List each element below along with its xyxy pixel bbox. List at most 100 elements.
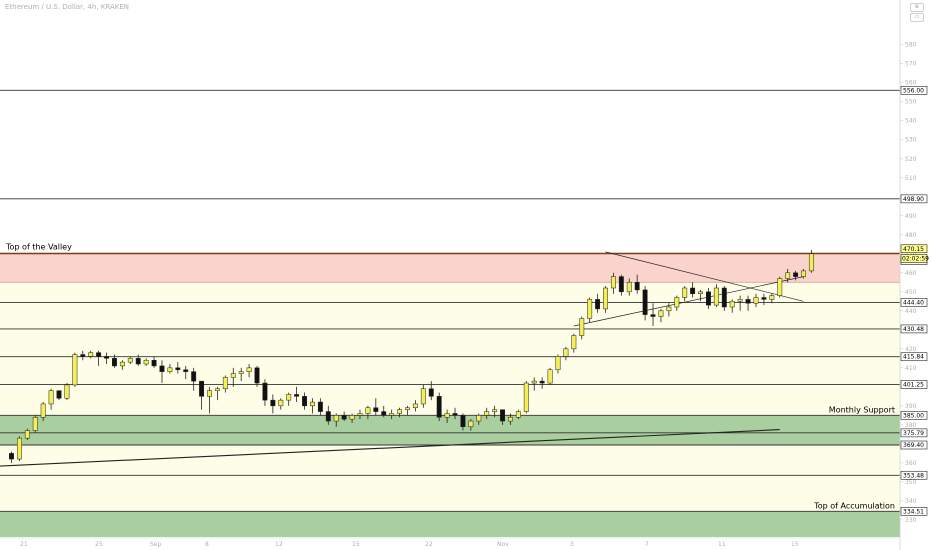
candle-body-80 xyxy=(642,289,648,315)
candle-body-33 xyxy=(270,399,276,407)
candle-body-83 xyxy=(666,306,672,312)
candle-body-58 xyxy=(468,420,474,428)
axis-scale-icon[interactable]: ▭ xyxy=(910,13,924,22)
candle-body-95 xyxy=(761,297,767,300)
y-tick-label-22: 360 xyxy=(905,460,917,467)
time-axis[interactable]: 21 25 Sep 8 12 15 22 Nov 3 7 11 15 xyxy=(0,537,900,548)
x-tick-label-2: Sep xyxy=(150,541,162,548)
candle-body-23 xyxy=(191,371,197,382)
candle-body-75 xyxy=(603,287,608,310)
countdown-tag-box xyxy=(900,254,928,263)
candle-body-20 xyxy=(167,367,173,372)
candle-body-40 xyxy=(325,411,331,422)
candle-body-71 xyxy=(571,335,577,350)
x-tick-label-7: Nov xyxy=(497,541,509,548)
y-tick-label-10: 480 xyxy=(905,232,917,239)
candle-body-10 xyxy=(88,352,94,357)
candle-body-41 xyxy=(333,415,339,422)
price-axis[interactable]: 5805705605505405305205105004904804704604… xyxy=(899,0,932,550)
candle-body-34 xyxy=(278,399,284,407)
y-tick-label-0: 580 xyxy=(905,42,917,49)
price-tag-12-box xyxy=(900,507,928,516)
candle-body-5 xyxy=(48,390,54,405)
candle-body-12 xyxy=(104,356,109,359)
candle-body-63 xyxy=(508,417,513,422)
candle-body-98 xyxy=(785,272,791,279)
zones-layer xyxy=(0,253,900,537)
candle-body-32 xyxy=(262,382,268,401)
price-tag-11-box xyxy=(900,470,928,480)
candle-body-17 xyxy=(143,359,149,365)
candle-body-87 xyxy=(698,291,703,294)
price-tag-7: 401.25 xyxy=(903,381,924,388)
price-tag-6-box xyxy=(900,352,928,362)
candle-body-76 xyxy=(610,276,616,289)
price-tag-12: 334.51 xyxy=(903,508,924,515)
symbol-title: Ethereum / U.S. Dollar, 4h, KRAKEN xyxy=(5,3,129,11)
price-tag-5-box xyxy=(900,324,928,334)
y-tick-label-16: 420 xyxy=(905,346,917,353)
candles-layer xyxy=(9,249,814,463)
candle-body-9 xyxy=(80,354,86,357)
y-tick-label-13: 450 xyxy=(905,289,917,296)
candle-body-88 xyxy=(706,291,711,306)
zone-2 xyxy=(0,415,900,446)
price-tag-10: 369.40 xyxy=(903,442,924,449)
candle-body-46 xyxy=(373,407,379,412)
axis-settings-icon[interactable]: ⚙ xyxy=(910,3,924,12)
x-tick-label-1: 25 xyxy=(95,541,103,548)
candle-body-53 xyxy=(428,388,434,397)
y-tick-label-4: 540 xyxy=(905,118,917,125)
candle-body-101 xyxy=(808,253,814,272)
y-tick-label-23: 350 xyxy=(905,479,917,486)
y-tick-label-24: 340 xyxy=(905,498,917,505)
candle-body-70 xyxy=(563,348,569,357)
candle-body-54 xyxy=(436,396,442,418)
price-tag-0: 556.00 xyxy=(903,87,924,94)
candle-body-65 xyxy=(523,382,529,412)
candle-body-42 xyxy=(341,415,347,420)
candle-body-60 xyxy=(484,411,490,416)
candle-body-6 xyxy=(56,390,62,399)
zone-label-top-valley: Top of the Valley xyxy=(5,243,72,252)
y-tick-label-3: 550 xyxy=(905,99,917,106)
trendline-descending xyxy=(605,251,804,302)
candle-body-16 xyxy=(135,358,141,365)
price-tag-1: 498.90 xyxy=(903,196,924,203)
y-tick-label-9: 490 xyxy=(905,213,917,220)
candle-body-78 xyxy=(626,282,632,293)
candle-body-74 xyxy=(595,299,601,310)
candle-body-55 xyxy=(444,413,450,418)
candle-body-86 xyxy=(690,287,696,294)
candle-body-30 xyxy=(246,367,252,372)
y-tick-label-5: 530 xyxy=(905,137,917,144)
candle-body-36 xyxy=(294,394,300,397)
candle-body-85 xyxy=(682,287,688,298)
x-tick-label-5: 15 xyxy=(352,541,360,548)
candle-body-4 xyxy=(40,403,46,418)
y-tick-label-12: 460 xyxy=(905,270,917,277)
candle-body-11 xyxy=(96,352,102,357)
candle-body-69 xyxy=(555,356,561,370)
price-tag-5: 430.48 xyxy=(903,326,924,333)
candle-body-79 xyxy=(634,282,640,291)
candle-body-89 xyxy=(713,287,719,306)
trendline-pennant-bottom xyxy=(573,276,804,327)
candle-body-90 xyxy=(721,287,727,308)
candle-body-64 xyxy=(515,411,521,418)
candle-body-99 xyxy=(793,272,799,277)
candle-body-91 xyxy=(729,301,735,308)
candle-body-97 xyxy=(777,278,783,296)
price-tag-8-box xyxy=(900,411,928,420)
zone-1 xyxy=(0,253,900,283)
price-tag-9-box xyxy=(900,428,928,438)
y-tick-label-6: 520 xyxy=(905,156,917,163)
candle-body-18 xyxy=(151,359,157,367)
candle-body-62 xyxy=(500,409,505,422)
candle-body-8 xyxy=(72,354,78,386)
x-tick-label-6: 22 xyxy=(425,541,433,548)
price-tag-7-box xyxy=(900,380,928,389)
current-price-tag: 470.15 xyxy=(903,246,924,253)
candle-body-48 xyxy=(389,413,395,416)
